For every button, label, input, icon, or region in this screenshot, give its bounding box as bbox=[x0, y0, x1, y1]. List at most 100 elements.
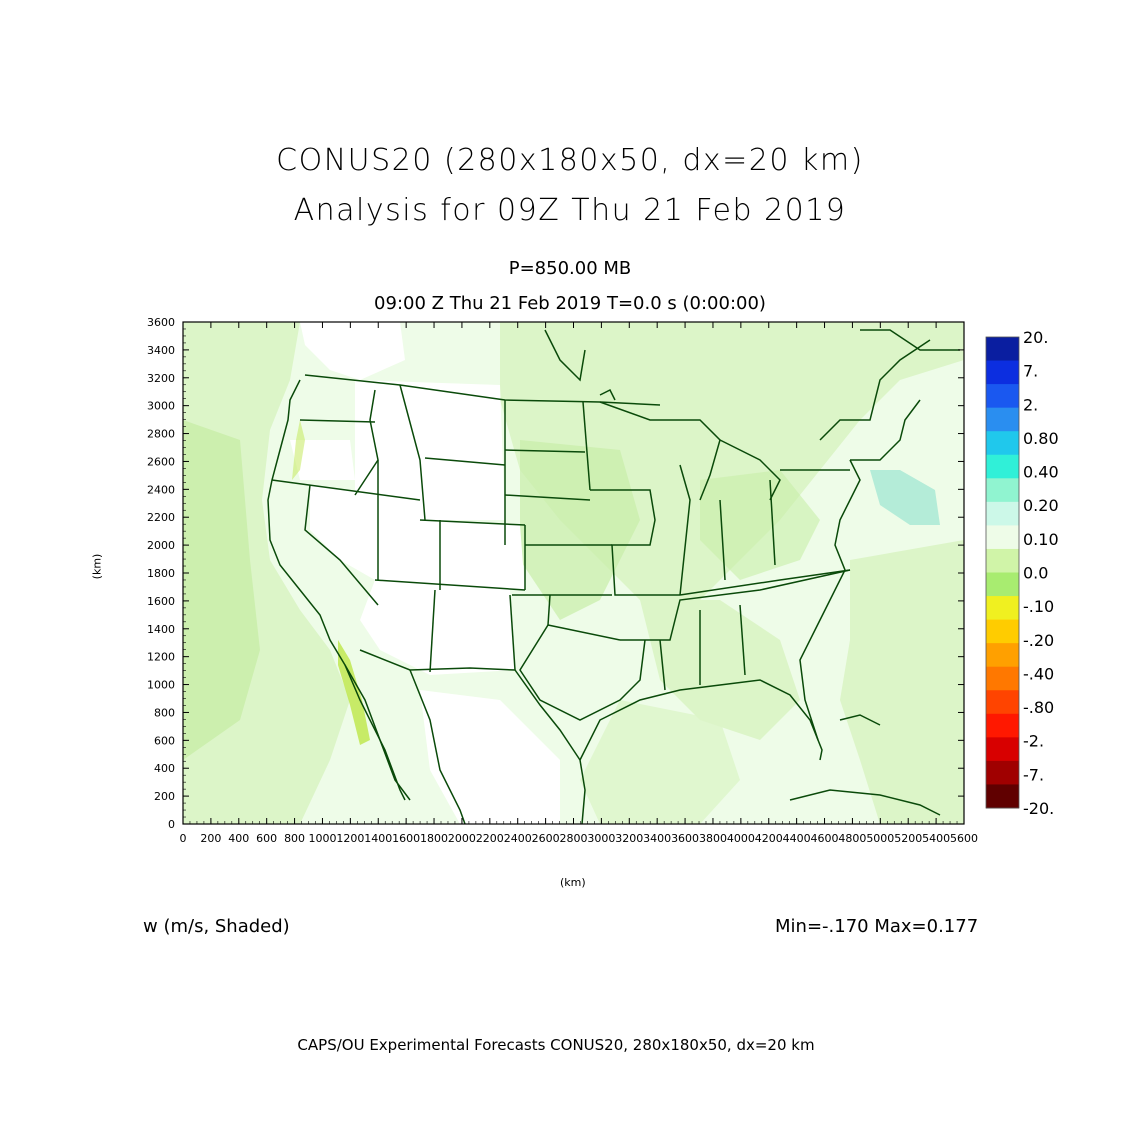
colorbar-label: -7. bbox=[1023, 765, 1044, 784]
colorbar-swatch bbox=[986, 337, 1019, 362]
min-max-stats: Min=-.170 Max=0.177 bbox=[775, 916, 979, 937]
x-tick-label: 2000 bbox=[448, 832, 476, 845]
x-tick-label: 5200 bbox=[894, 832, 922, 845]
colorbar-swatch bbox=[986, 572, 1019, 597]
y-tick-label: 2400 bbox=[147, 483, 175, 496]
colorbar-label: -.20 bbox=[1023, 631, 1054, 650]
colorbar-swatch bbox=[986, 690, 1019, 715]
colorbar-label: -2. bbox=[1023, 732, 1044, 751]
colorbar-swatch bbox=[986, 713, 1019, 738]
y-tick-label: 3200 bbox=[147, 372, 175, 385]
colorbar-swatch bbox=[986, 760, 1019, 785]
w-shading bbox=[183, 322, 964, 824]
colorbar-label: -20. bbox=[1023, 799, 1054, 818]
colorbar-label: 20. bbox=[1023, 328, 1048, 347]
x-axis: 0 200 400 600 800 1000 1200 1400 1600 1800 2000 220… bbox=[180, 322, 978, 845]
colorbar-swatch bbox=[986, 525, 1019, 550]
colorbar-label: 7. bbox=[1023, 362, 1038, 381]
x-tick-label: 5400 bbox=[922, 832, 950, 845]
colorbar-swatch bbox=[986, 737, 1019, 762]
variable-label: w (m/s, Shaded) bbox=[143, 916, 290, 937]
x-tick-label: 1600 bbox=[392, 832, 420, 845]
y-tick-label: 1400 bbox=[147, 623, 175, 636]
colorbar-label: 0.10 bbox=[1023, 530, 1059, 549]
y-axis: 0 200 400 600 800 1000 1200 1400 1600 1800 2000 220… bbox=[147, 316, 964, 831]
colorbar-swatch bbox=[986, 431, 1019, 456]
colorbar-label: 0.0 bbox=[1023, 564, 1048, 583]
y-tick-label: 2800 bbox=[147, 428, 175, 441]
y-tick-label: 3000 bbox=[147, 400, 175, 413]
y-tick-label: 3400 bbox=[147, 344, 175, 357]
colorbar-swatch bbox=[986, 384, 1019, 409]
x-tick-label: 5600 bbox=[950, 832, 978, 845]
colorbar: 20. 7. 2. 0.80 0.40 0.20 0.10 0.0 -.10 -.20 -.40 -.… bbox=[985, 328, 1059, 818]
colorbar-label: 2. bbox=[1023, 395, 1038, 414]
x-tick-label: 1000 bbox=[308, 832, 336, 845]
x-tick-label: 3800 bbox=[699, 832, 727, 845]
y-tick-label: 2000 bbox=[147, 539, 175, 552]
x-tick-label: 2600 bbox=[532, 832, 560, 845]
x-tick-label: 200 bbox=[200, 832, 221, 845]
x-tick-label: 1800 bbox=[420, 832, 448, 845]
y-tick-label: 1800 bbox=[147, 567, 175, 580]
colorbar-swatch bbox=[986, 666, 1019, 691]
x-tick-label: 800 bbox=[284, 832, 305, 845]
valid-time: 09:00 Z Thu 21 Feb 2019 T=0.0 s (0:00:00… bbox=[374, 293, 766, 314]
x-tick-label: 1200 bbox=[336, 832, 364, 845]
colorbar-swatch bbox=[986, 407, 1019, 432]
x-tick-label: 3000 bbox=[587, 832, 615, 845]
x-tick-label: 2200 bbox=[476, 832, 504, 845]
x-tick-label: 5000 bbox=[866, 832, 894, 845]
x-tick-label: 2400 bbox=[504, 832, 532, 845]
x-tick-label: 3200 bbox=[615, 832, 643, 845]
pressure-level: P=850.00 MB bbox=[508, 258, 632, 279]
colorbar-label: 0.40 bbox=[1023, 463, 1059, 482]
y-tick-label: 0 bbox=[168, 818, 175, 831]
title-line-1: CONUS20 (280x180x50, dx=20 km) bbox=[276, 143, 864, 178]
x-axis-unit: (km) bbox=[560, 876, 586, 889]
y-tick-label: 400 bbox=[154, 762, 175, 775]
boundaries bbox=[267, 329, 960, 825]
x-tick-label: 4400 bbox=[783, 832, 811, 845]
y-tick-label: 1200 bbox=[147, 651, 175, 664]
colorbar-label: -.40 bbox=[1023, 664, 1054, 683]
x-tick-label: 3600 bbox=[671, 832, 699, 845]
x-tick-label: 4600 bbox=[811, 832, 839, 845]
colorbar-label: 0.80 bbox=[1023, 429, 1059, 448]
y-tick-label: 2200 bbox=[147, 511, 175, 524]
colorbar-swatch bbox=[986, 548, 1019, 573]
colorbar-swatch bbox=[986, 360, 1019, 385]
colorbar-swatch bbox=[986, 596, 1019, 621]
credit-line: CAPS/OU Experimental Forecasts CONUS20, … bbox=[297, 1036, 815, 1054]
colorbar-swatch bbox=[986, 454, 1019, 479]
y-axis-unit: (km) bbox=[90, 553, 104, 580]
x-tick-label: 4200 bbox=[755, 832, 783, 845]
y-tick-label: 200 bbox=[154, 790, 175, 803]
x-tick-label: 600 bbox=[256, 832, 277, 845]
y-tick-label: 600 bbox=[154, 734, 175, 747]
x-tick-label: 0 bbox=[180, 832, 187, 845]
colorbar-swatch bbox=[986, 619, 1019, 644]
y-tick-label: 1600 bbox=[147, 595, 175, 608]
colorbar-swatch bbox=[986, 643, 1019, 668]
x-tick-label: 4000 bbox=[727, 832, 755, 845]
y-tick-label: 2600 bbox=[147, 455, 175, 468]
y-tick-label: 800 bbox=[154, 706, 175, 719]
colorbar-swatch bbox=[986, 784, 1019, 809]
colorbar-label: 0.20 bbox=[1023, 496, 1059, 515]
x-tick-label: 400 bbox=[228, 832, 249, 845]
y-tick-label: 1000 bbox=[147, 679, 175, 692]
colorbar-swatch bbox=[986, 501, 1019, 526]
x-tick-label: 4800 bbox=[838, 832, 866, 845]
x-tick-label: 2800 bbox=[560, 832, 588, 845]
x-tick-label: 1400 bbox=[364, 832, 392, 845]
colorbar-label: -.10 bbox=[1023, 597, 1054, 616]
map-panel bbox=[182, 321, 965, 825]
x-tick-label: 3400 bbox=[643, 832, 671, 845]
colorbar-frame bbox=[985, 336, 1020, 809]
y-tick-label: 3600 bbox=[147, 316, 175, 329]
colorbar-label: -.80 bbox=[1023, 698, 1054, 717]
title-line-2: Analysis for 09Z Thu 21 Feb 2019 bbox=[293, 193, 847, 228]
colorbar-swatch bbox=[986, 478, 1019, 503]
